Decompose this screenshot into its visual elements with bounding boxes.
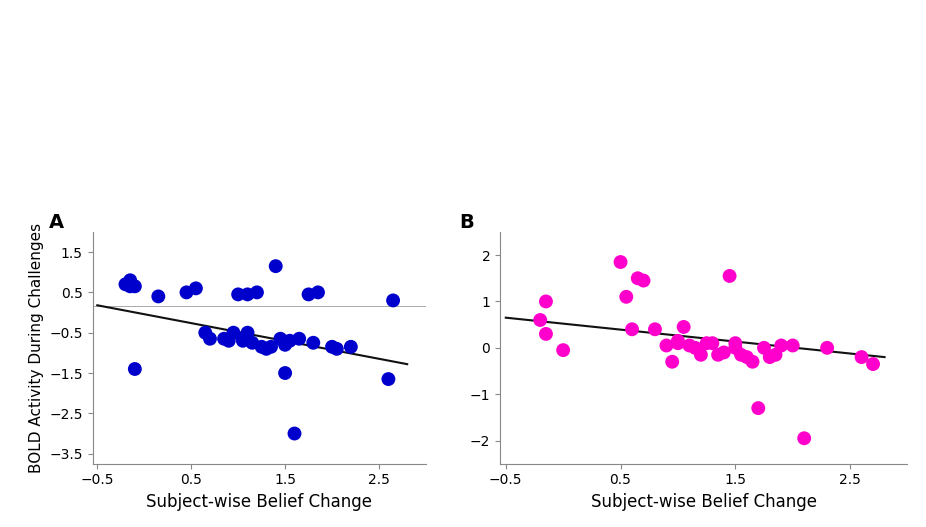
Point bbox=[221, 337, 236, 345]
Point bbox=[659, 341, 674, 350]
Point bbox=[344, 343, 358, 351]
Point bbox=[739, 353, 754, 362]
Point bbox=[306, 338, 320, 347]
Point bbox=[269, 262, 283, 270]
Point bbox=[235, 335, 250, 343]
Point bbox=[768, 350, 782, 359]
Point bbox=[330, 345, 344, 353]
Point bbox=[278, 340, 293, 349]
Point bbox=[386, 296, 401, 305]
Point bbox=[278, 369, 293, 377]
Point bbox=[705, 339, 720, 347]
Point bbox=[619, 292, 633, 301]
Point bbox=[539, 330, 554, 338]
Point bbox=[128, 365, 143, 373]
Point bbox=[259, 345, 274, 353]
Point bbox=[235, 337, 250, 345]
Point bbox=[762, 353, 777, 362]
Point bbox=[688, 344, 703, 352]
Text: A: A bbox=[49, 213, 65, 232]
Point bbox=[625, 325, 640, 334]
Point bbox=[785, 341, 800, 350]
Point bbox=[151, 292, 166, 300]
Point bbox=[866, 360, 881, 368]
Point bbox=[699, 339, 714, 347]
Point bbox=[539, 297, 554, 306]
Point bbox=[240, 328, 255, 337]
Point bbox=[118, 280, 132, 288]
Point bbox=[273, 335, 288, 343]
Point bbox=[682, 341, 697, 350]
Point bbox=[301, 290, 316, 299]
Point bbox=[556, 346, 570, 354]
Point bbox=[728, 339, 743, 347]
Y-axis label: BOLD Activity During Challenges: BOLD Activity During Challenges bbox=[29, 223, 44, 473]
X-axis label: Subject-wise Belief Change: Subject-wise Belief Change bbox=[146, 493, 372, 511]
Point bbox=[282, 337, 297, 345]
Point bbox=[264, 343, 279, 351]
Point bbox=[647, 325, 662, 334]
Point bbox=[226, 328, 241, 337]
Point bbox=[189, 284, 204, 292]
Point bbox=[745, 357, 760, 366]
Point bbox=[203, 335, 218, 343]
Point bbox=[796, 434, 811, 443]
Point bbox=[292, 335, 307, 343]
Point bbox=[670, 337, 685, 345]
Point bbox=[381, 375, 395, 383]
Point bbox=[631, 274, 645, 282]
Point bbox=[244, 338, 259, 347]
Point bbox=[198, 328, 213, 337]
Point bbox=[670, 339, 685, 347]
Point bbox=[665, 357, 680, 366]
Point bbox=[710, 350, 725, 359]
Point bbox=[717, 348, 732, 357]
Point bbox=[310, 288, 325, 297]
Point bbox=[774, 341, 789, 350]
Point bbox=[325, 343, 340, 351]
Point bbox=[240, 290, 255, 299]
Point bbox=[123, 282, 138, 290]
Point bbox=[287, 430, 302, 438]
Point bbox=[694, 350, 708, 359]
Point bbox=[676, 323, 691, 331]
Point bbox=[757, 344, 771, 352]
Text: B: B bbox=[459, 213, 474, 232]
X-axis label: Subject-wise Belief Change: Subject-wise Belief Change bbox=[591, 493, 817, 511]
Point bbox=[854, 353, 869, 362]
Point bbox=[751, 404, 766, 412]
Point bbox=[249, 288, 264, 297]
Point bbox=[255, 343, 269, 351]
Point bbox=[231, 290, 245, 299]
Point bbox=[636, 276, 651, 285]
Point bbox=[728, 344, 743, 352]
Point bbox=[128, 282, 143, 290]
Point bbox=[217, 335, 232, 343]
Point bbox=[733, 350, 748, 359]
Point bbox=[820, 344, 834, 352]
Point bbox=[722, 272, 737, 280]
Point bbox=[532, 316, 547, 324]
Point bbox=[123, 276, 138, 285]
Point bbox=[179, 288, 194, 297]
Point bbox=[613, 258, 628, 266]
